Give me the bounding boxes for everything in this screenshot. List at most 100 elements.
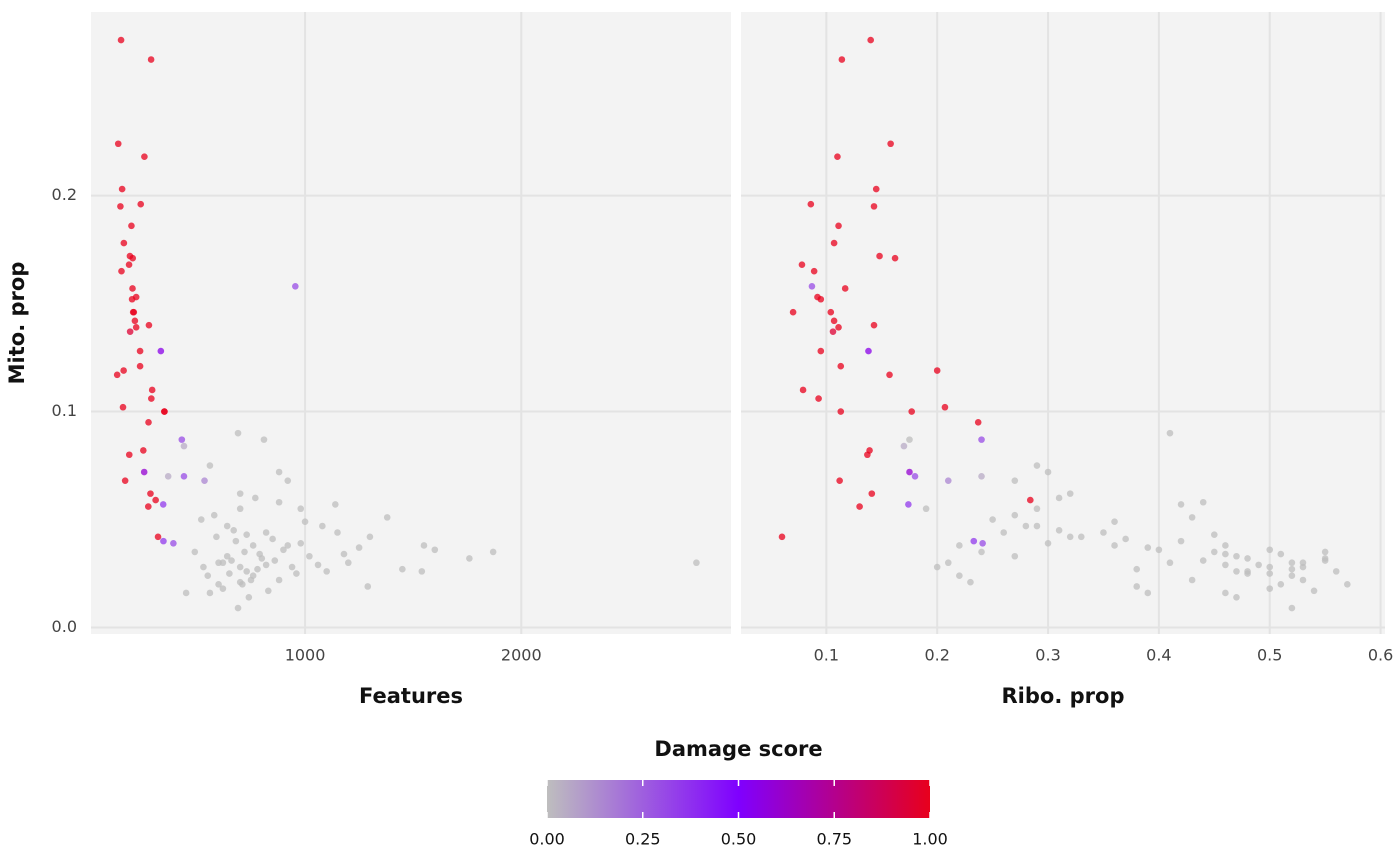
- point: [131, 317, 139, 325]
- point: [1011, 511, 1019, 519]
- point: [140, 468, 148, 476]
- point: [1166, 429, 1174, 437]
- point: [355, 544, 363, 551]
- point: [383, 514, 391, 521]
- point: [941, 403, 949, 411]
- point: [252, 494, 259, 502]
- point: [236, 505, 244, 513]
- point: [836, 477, 843, 484]
- point: [431, 546, 439, 554]
- point: [1044, 468, 1052, 476]
- point: [366, 533, 374, 541]
- point: [1133, 565, 1141, 573]
- point: [147, 490, 154, 497]
- point: [1066, 490, 1074, 497]
- point: [129, 254, 137, 262]
- point: [180, 473, 188, 480]
- point: [297, 505, 305, 513]
- point: [868, 490, 876, 497]
- point: [275, 576, 283, 584]
- point: [1044, 539, 1052, 547]
- point: [128, 222, 135, 230]
- point: [1011, 477, 1019, 484]
- legend-tick-label: 0.25: [625, 830, 661, 849]
- point: [835, 324, 842, 331]
- point: [306, 552, 313, 560]
- point: [129, 285, 136, 292]
- point: [1266, 563, 1274, 571]
- point: [206, 462, 214, 469]
- point: [275, 468, 283, 476]
- point: [114, 140, 122, 148]
- point: [1066, 533, 1074, 541]
- point: [420, 542, 428, 549]
- point: [841, 285, 849, 292]
- point: [908, 408, 915, 415]
- point: [141, 153, 148, 161]
- point: [1344, 581, 1351, 588]
- point: [137, 200, 145, 208]
- point: [865, 347, 872, 355]
- point: [837, 408, 845, 415]
- point: [120, 239, 128, 247]
- point: [911, 473, 919, 480]
- point: [236, 563, 244, 571]
- point: [830, 239, 838, 247]
- point: [1027, 496, 1034, 504]
- x-axis-title: Features: [359, 684, 463, 708]
- point: [1321, 548, 1329, 556]
- point: [148, 386, 156, 394]
- point: [693, 559, 700, 567]
- point: [814, 293, 821, 301]
- point: [269, 535, 276, 543]
- point: [1222, 550, 1229, 558]
- point: [332, 501, 339, 508]
- point: [260, 436, 268, 443]
- point: [1011, 552, 1019, 560]
- point: [1188, 514, 1196, 521]
- point: [118, 267, 125, 275]
- point: [989, 516, 996, 523]
- x-tick-label: 0.4: [1146, 646, 1171, 665]
- point: [1277, 581, 1285, 588]
- legend-tick-label: 0.00: [529, 830, 565, 849]
- point: [970, 537, 978, 545]
- point: [340, 550, 348, 558]
- point: [1222, 589, 1229, 597]
- point: [284, 477, 292, 484]
- point: [1266, 546, 1274, 554]
- point: [161, 408, 168, 415]
- panel-background: [91, 12, 731, 634]
- point: [906, 468, 913, 476]
- point: [876, 252, 883, 260]
- point: [223, 522, 231, 530]
- point: [249, 572, 257, 579]
- point: [232, 537, 240, 545]
- y-axis-title: Mito. prop: [5, 262, 29, 385]
- point: [147, 56, 155, 63]
- point: [956, 572, 963, 579]
- point: [323, 568, 330, 575]
- point: [1022, 522, 1030, 530]
- point: [466, 555, 473, 562]
- point: [245, 593, 253, 601]
- point: [145, 419, 152, 426]
- point: [1310, 587, 1318, 595]
- x-tick-label: 0.3: [1035, 646, 1060, 665]
- point: [234, 429, 242, 437]
- y-tick-label: 0.0: [52, 617, 77, 636]
- point: [226, 570, 233, 577]
- point: [159, 501, 167, 508]
- point: [829, 328, 837, 335]
- point: [1222, 542, 1229, 549]
- point: [125, 261, 133, 268]
- point: [1244, 555, 1251, 562]
- point: [944, 559, 952, 567]
- point: [1233, 568, 1240, 575]
- point: [1133, 583, 1141, 590]
- point: [262, 529, 270, 536]
- point: [1100, 529, 1107, 536]
- point: [1033, 522, 1041, 530]
- point: [1266, 570, 1274, 577]
